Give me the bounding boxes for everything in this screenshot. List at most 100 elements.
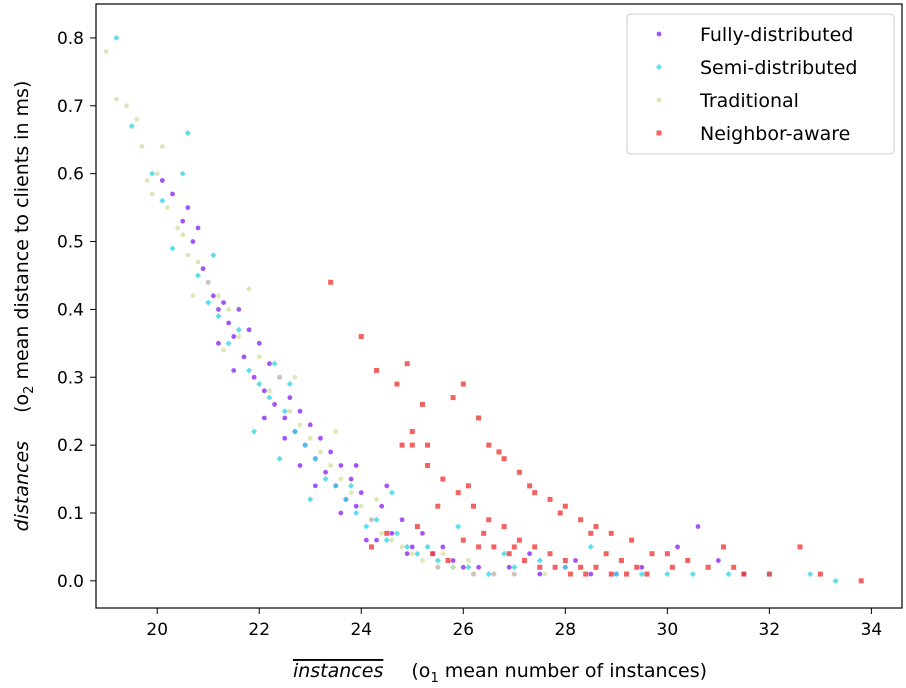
y-tick-label: 0.0 <box>57 572 84 592</box>
fully-distributed-point <box>353 463 359 468</box>
fully-distributed-point <box>200 266 206 272</box>
neighbor-aware-point <box>588 530 594 536</box>
x-tick-label: 34 <box>861 620 883 640</box>
traditional-point <box>159 144 165 149</box>
neighbor-aware-point <box>593 564 599 570</box>
traditional-point <box>165 205 170 210</box>
semi-distributed-point <box>536 557 543 564</box>
y-tick-label: 0.4 <box>57 300 84 320</box>
semi-distributed-point <box>332 482 339 489</box>
semi-distributed-point <box>307 496 314 503</box>
fully-distributed-point <box>170 191 175 197</box>
neighbor-aware-point <box>455 490 461 496</box>
fully-distributed-point <box>374 537 379 543</box>
semi-distributed-point <box>511 564 518 571</box>
traditional-point <box>139 144 145 149</box>
traditional-point <box>190 293 196 299</box>
traditional-point <box>180 232 186 238</box>
fully-distributed-point <box>404 551 410 557</box>
traditional-point <box>149 191 155 197</box>
traditional-point <box>114 96 119 102</box>
traditional-point <box>103 49 109 54</box>
legend-label: Semi-distributed <box>700 57 857 79</box>
traditional-point <box>440 551 446 557</box>
traditional-point <box>256 354 262 360</box>
traditional-point <box>465 558 471 563</box>
semi-distributed-point <box>562 564 569 571</box>
semi-distributed-point <box>638 571 645 578</box>
semi-distributed-point <box>159 197 166 204</box>
fully-distributed-point <box>338 510 344 516</box>
legend-marker <box>656 130 662 136</box>
fully-distributed-point <box>323 469 328 475</box>
fully-distributed-point <box>210 293 216 299</box>
traditional-point <box>226 306 232 312</box>
traditional-point <box>491 571 497 577</box>
semi-distributed-point <box>342 496 349 503</box>
neighbor-aware-point <box>562 557 568 563</box>
semi-distributed-point <box>465 564 472 571</box>
semi-distributed-point <box>404 543 411 550</box>
traditional-point <box>471 571 476 577</box>
neighbor-aware-point <box>445 557 451 563</box>
neighbor-aware-point <box>629 537 635 543</box>
legend-items: Fully-distributed Semi-distributed Traditi… <box>656 24 857 145</box>
semi-distributed-point <box>246 367 253 374</box>
x-tick-label: 28 <box>554 620 576 640</box>
neighbor-aware-point <box>465 483 471 489</box>
fully-distributed-point <box>267 361 272 367</box>
fully-distributed-point <box>409 544 415 550</box>
neighbor-aware-point <box>511 544 517 550</box>
fully-distributed-point <box>318 435 323 441</box>
semi-distributed-point <box>322 476 329 483</box>
semi-distributed-point <box>205 299 212 306</box>
neighbor-aware-point <box>460 537 466 543</box>
fully-distributed-point <box>216 340 221 346</box>
traditional-point <box>216 293 221 299</box>
neighbor-aware-point <box>685 557 691 563</box>
fully-distributed-point <box>476 564 481 570</box>
legend-label: Fully-distributed <box>700 24 853 46</box>
fully-distributed-point <box>251 374 257 380</box>
traditional-point <box>333 429 339 434</box>
traditional-point <box>134 116 140 122</box>
traditional-point <box>450 564 456 570</box>
traditional-point <box>389 537 395 543</box>
x-axis-label-note-rest: mean number of instances) <box>439 660 707 682</box>
fully-distributed-point <box>450 558 456 563</box>
neighbor-aware-point <box>384 530 390 536</box>
neighbor-aware-point <box>414 524 420 530</box>
traditional-point <box>277 374 283 380</box>
neighbor-aware-point <box>578 517 584 523</box>
y-tick-label: 0.2 <box>57 436 84 456</box>
traditional-point <box>542 571 548 577</box>
neighbor-aware-point <box>394 381 400 387</box>
semi-distributed-point <box>725 571 732 578</box>
neighbor-aware-point <box>532 490 538 496</box>
semi-distributed-point <box>587 543 594 550</box>
semi-distributed-point <box>215 313 222 320</box>
traditional-point <box>338 476 344 482</box>
neighbor-aware-point <box>506 551 512 557</box>
fully-distributed-point <box>675 544 680 550</box>
semi-distributed-point <box>414 550 421 557</box>
y-tick-label: 0.3 <box>57 368 84 388</box>
traditional-point <box>236 334 242 339</box>
x-axis-label-main: instances <box>293 660 383 682</box>
semi-distributed-point <box>383 537 390 544</box>
semi-distributed-point <box>113 34 120 41</box>
legend-marker <box>656 97 662 103</box>
neighbor-aware-point <box>460 381 466 387</box>
fully-distributed-point <box>527 551 533 557</box>
semi-distributed-point <box>149 170 156 177</box>
fully-distributed-point <box>379 503 385 509</box>
traditional-point <box>154 171 160 177</box>
neighbor-aware-point <box>547 551 553 557</box>
semi-distributed-point <box>664 571 671 578</box>
neighbor-aware-point <box>634 564 640 570</box>
y-axis-label: distances (o2 mean distance to clients i… <box>11 81 37 532</box>
fully-distributed-point <box>588 571 594 577</box>
neighbor-aware-point <box>797 544 803 550</box>
neighbor-aware-point <box>578 564 584 570</box>
traditional-point <box>144 178 150 183</box>
